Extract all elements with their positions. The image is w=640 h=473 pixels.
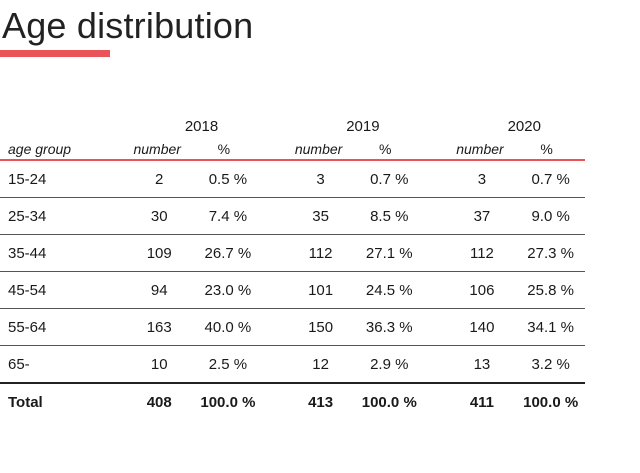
number-cell: 109 xyxy=(100,234,186,272)
total-number-cell: 411 xyxy=(469,393,495,411)
table-row: 45-54 94 23.0 % 101 24.5 % 106 25.8 % xyxy=(0,271,585,309)
total-row: Total 408 100.0 % 413 100.0 % 411 100.0 … xyxy=(0,383,585,420)
age-group-cell: 55-64 xyxy=(0,308,101,346)
age-group-cell: 25-34 xyxy=(0,197,101,235)
page-title: Age distribution xyxy=(2,5,254,46)
year-header-spacer xyxy=(0,115,101,135)
table-row: 15-24 2 0.5 % 3 0.7 % 3 0.7 % xyxy=(0,160,585,198)
age-group-cell: 45-54 xyxy=(0,271,101,309)
column-header-number: number xyxy=(100,135,186,161)
percent-cell: 36.3 % xyxy=(346,308,424,346)
number-cell: 101 xyxy=(262,271,347,309)
number-cell: 30 xyxy=(100,197,186,235)
number-cell: 2 xyxy=(100,160,186,198)
column-header-number: number xyxy=(423,135,509,161)
total-label: Total xyxy=(8,393,43,411)
table-row: 55-64 163 40.0 % 150 36.3 % 140 34.1 % xyxy=(0,308,585,346)
number-cell: 35 xyxy=(262,197,347,235)
percent-cell: 0.5 % xyxy=(185,160,263,198)
percent-cell: 0.7 % xyxy=(508,160,585,198)
number-cell: 3 xyxy=(262,160,347,198)
number-cell: 13 xyxy=(423,345,509,384)
percent-cell: 27.1 % xyxy=(346,234,424,272)
column-header-percent: % xyxy=(185,135,263,161)
number-cell: 12 xyxy=(262,345,347,384)
percent-cell: 25.8 % xyxy=(508,271,585,309)
total-percent-cell: 100.0 % xyxy=(361,393,417,411)
column-header-percent: % xyxy=(508,135,585,161)
total-percent-cell: 100.0 % xyxy=(200,393,256,411)
title-underline xyxy=(0,50,110,57)
number-cell: 112 xyxy=(423,234,509,272)
number-cell: 3 xyxy=(423,160,509,198)
percent-cell: 26.7 % xyxy=(185,234,263,272)
number-cell: 94 xyxy=(100,271,186,309)
age-group-cell: 15-24 xyxy=(0,160,101,198)
number-cell: 10 xyxy=(100,345,186,384)
number-cell: 150 xyxy=(262,308,347,346)
table-row: 25-34 30 7.4 % 35 8.5 % 37 9.0 % xyxy=(0,197,585,235)
year-header-row: 2018 2019 2020 xyxy=(0,115,585,135)
number-cell: 163 xyxy=(100,308,186,346)
column-label-row: age group number % number % number % xyxy=(0,135,585,161)
number-cell: 106 xyxy=(423,271,509,309)
percent-cell: 2.5 % xyxy=(185,345,263,384)
percent-cell: 27.3 % xyxy=(508,234,585,272)
total-percent-cell: 100.0 % xyxy=(523,393,579,411)
percent-cell: 24.5 % xyxy=(346,271,424,309)
percent-cell: 0.7 % xyxy=(346,160,424,198)
percent-cell: 40.0 % xyxy=(185,308,263,346)
percent-cell: 23.0 % xyxy=(185,271,263,309)
column-header-age-group: age group xyxy=(0,135,101,161)
table-row: 65- 10 2.5 % 12 2.9 % 13 3.2 % xyxy=(0,345,585,384)
number-cell: 37 xyxy=(423,197,509,235)
year-header-2018: 2018 xyxy=(184,118,219,135)
total-number-cell: 408 xyxy=(146,393,172,411)
age-distribution-table: 2018 2019 2020 age group number % number… xyxy=(0,115,585,420)
percent-cell: 8.5 % xyxy=(346,197,424,235)
age-group-cell: 35-44 xyxy=(0,234,101,272)
percent-cell: 3.2 % xyxy=(508,345,585,384)
percent-cell: 9.0 % xyxy=(508,197,585,235)
table-row: 35-44 109 26.7 % 112 27.1 % 112 27.3 % xyxy=(0,234,585,272)
percent-cell: 7.4 % xyxy=(185,197,263,235)
year-header-2020: 2020 xyxy=(507,118,541,135)
column-header-percent: % xyxy=(346,135,424,161)
number-cell: 140 xyxy=(423,308,509,346)
number-cell: 112 xyxy=(262,234,347,272)
column-header-number: number xyxy=(262,135,347,161)
age-group-cell: 65- xyxy=(0,345,101,384)
year-header-2019: 2019 xyxy=(346,118,380,135)
total-number-cell: 413 xyxy=(308,393,334,411)
percent-cell: 2.9 % xyxy=(346,345,424,384)
percent-cell: 34.1 % xyxy=(508,308,585,346)
